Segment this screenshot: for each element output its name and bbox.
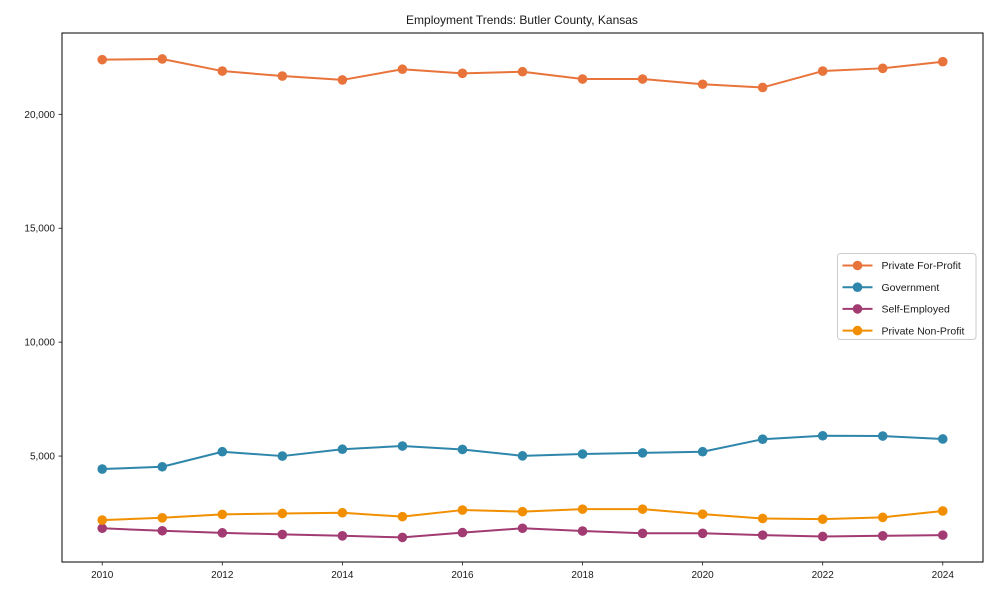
series-marker-self-employed — [217, 528, 228, 538]
legend-label-private-non-profit: Private Non-Profit — [882, 325, 965, 337]
series-marker-private-non-profit — [757, 513, 768, 524]
legend: Private For-Profit Government Self-Employe… — [837, 253, 977, 340]
y-tick-label: 5,000 — [30, 452, 55, 463]
series-marker-government — [697, 446, 708, 457]
legend-sample-marker-private-non-profit — [852, 325, 863, 336]
series-marker-self-employed — [697, 528, 708, 539]
series-marker-government — [97, 464, 108, 474]
series-marker-self-employed — [757, 530, 768, 540]
series-marker-government — [457, 444, 468, 455]
series-marker-private-non-profit — [517, 506, 528, 517]
legend-label-private-for-profit: Private For-Profit — [882, 260, 961, 272]
series-marker-government — [217, 446, 228, 457]
series-marker-private-non-profit — [577, 504, 588, 514]
legend-sample-marker-private-for-profit — [852, 260, 863, 271]
series-marker-government — [877, 431, 888, 441]
series-marker-private-non-profit — [877, 512, 888, 523]
series-marker-private-non-profit — [97, 515, 108, 525]
series-marker-private-non-profit — [277, 508, 288, 519]
x-tick-label: 2024 — [932, 570, 955, 581]
series-marker-private-non-profit — [397, 511, 408, 522]
series-marker-private-non-profit — [697, 509, 708, 519]
series-marker-self-employed — [517, 523, 528, 534]
x-tick-label: 2010 — [91, 570, 114, 581]
series-marker-private-for-profit — [697, 79, 708, 90]
series-marker-government — [277, 451, 288, 461]
y-tick-label: 20,000 — [24, 110, 55, 121]
series-marker-private-for-profit — [157, 54, 168, 64]
y-tick-label: 15,000 — [24, 224, 55, 235]
series-marker-private-for-profit — [817, 66, 828, 76]
series-marker-government — [157, 461, 168, 472]
series-marker-private-for-profit — [757, 82, 768, 93]
series-marker-government — [817, 430, 828, 441]
series-marker-private-non-profit — [217, 509, 228, 520]
x-tick-label: 2014 — [331, 570, 354, 581]
legend-sample-marker-government — [852, 282, 863, 293]
legend-sample-marker-self-employed — [852, 304, 863, 314]
series-marker-self-employed — [877, 531, 888, 541]
series-marker-government — [517, 451, 528, 461]
series-marker-self-employed — [637, 528, 648, 539]
chart-title: Employment Trends: Butler County, Kansas — [406, 13, 638, 27]
series-marker-government — [577, 449, 588, 459]
series-marker-self-employed — [157, 525, 168, 536]
plot-area: 5,000 10,000 15,000 20,000 2010 2012 2014 2016 2… — [24, 32, 984, 581]
series-marker-private-for-profit — [337, 75, 348, 85]
series-marker-government — [757, 434, 768, 445]
series-marker-private-non-profit — [157, 513, 168, 523]
y-tick-label: 10,000 — [24, 338, 55, 349]
legend-label-government: Government — [882, 282, 940, 294]
series-marker-self-employed — [457, 527, 468, 538]
series-marker-self-employed — [577, 526, 588, 536]
x-tick-label: 2022 — [812, 570, 835, 581]
series-marker-government — [337, 444, 348, 455]
x-tick-label: 2018 — [571, 570, 594, 581]
series-marker-self-employed — [937, 530, 948, 540]
series-marker-government — [397, 441, 408, 451]
series-marker-private-for-profit — [277, 71, 288, 81]
legend-box — [837, 253, 977, 340]
series-marker-self-employed — [817, 531, 828, 542]
x-tick-label: 2016 — [451, 570, 474, 581]
series-marker-self-employed — [397, 532, 408, 543]
series-marker-private-non-profit — [637, 504, 648, 514]
series-marker-private-for-profit — [217, 66, 228, 76]
series-marker-private-non-profit — [937, 506, 948, 516]
plot-frame — [61, 32, 984, 563]
series-marker-private-for-profit — [517, 66, 528, 77]
series-marker-private-non-profit — [457, 505, 468, 515]
series-marker-private-for-profit — [457, 68, 468, 79]
series-marker-private-for-profit — [97, 54, 108, 65]
series-marker-self-employed — [97, 523, 108, 534]
series-marker-private-for-profit — [397, 64, 408, 75]
series-marker-private-non-profit — [337, 507, 348, 518]
series-marker-self-employed — [277, 529, 288, 540]
series-marker-private-for-profit — [877, 63, 888, 74]
x-tick-label: 2012 — [211, 570, 234, 581]
series-marker-private-non-profit — [817, 514, 828, 524]
series-marker-private-for-profit — [637, 74, 648, 84]
legend-label-self-employed: Self-Employed — [882, 304, 950, 316]
series-marker-private-for-profit — [937, 56, 948, 67]
series-marker-government — [637, 448, 648, 458]
series-marker-government — [937, 434, 948, 444]
series-marker-self-employed — [337, 531, 348, 541]
series-marker-private-for-profit — [577, 74, 588, 84]
x-tick-label: 2020 — [691, 570, 714, 581]
